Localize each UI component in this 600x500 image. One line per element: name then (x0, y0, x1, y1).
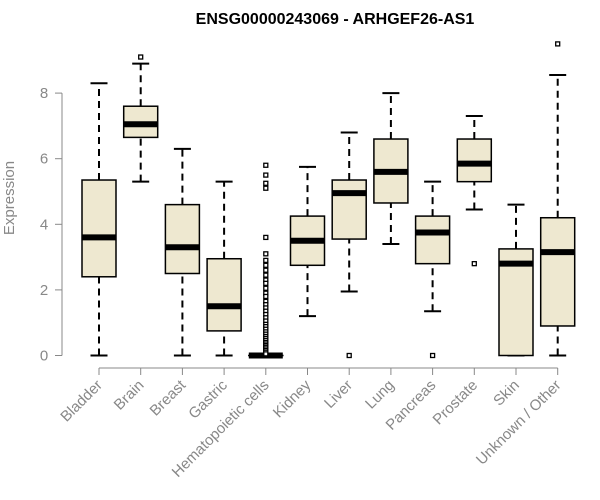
iqr-box (164, 203, 201, 275)
y-tick-label: 2 (40, 282, 48, 299)
iqr-box (498, 248, 534, 357)
outlier-point (263, 293, 269, 300)
outlier-point (263, 351, 269, 357)
x-tick-label: Kidney (270, 376, 315, 421)
iqr-box (81, 179, 117, 278)
outlier-point (263, 162, 269, 168)
outlier-point (555, 41, 561, 47)
y-tick-label: 0 (40, 348, 48, 365)
outlier-point (263, 172, 269, 178)
iqr-box (331, 179, 367, 240)
y-tick-label: 6 (40, 151, 48, 168)
x-tick-label: Prostate (430, 377, 482, 429)
x-tick-label: Brain (111, 377, 148, 414)
y-axis-label: Expression (1, 161, 18, 235)
outlier-point (263, 280, 269, 286)
outlier-point (138, 54, 144, 60)
outlier-point (263, 180, 269, 186)
x-tick-label: Lung (362, 377, 398, 413)
outlier-point (263, 267, 269, 273)
outlier-point (471, 261, 477, 267)
iqr-box (206, 257, 242, 332)
outlier-point (263, 262, 269, 268)
outlier-point (263, 285, 269, 291)
iqr-box (414, 215, 451, 265)
outlier-point (263, 251, 269, 257)
outlier-point (263, 185, 269, 191)
outlier-point (263, 272, 269, 278)
iqr-box (539, 216, 576, 327)
outlier-point (263, 234, 269, 241)
outlier-point (346, 352, 352, 359)
outlier-point (263, 257, 269, 264)
y-tick-label: 8 (40, 85, 48, 102)
chart-title: ENSG00000243069 - ARHGEF26-AS1 (196, 11, 475, 28)
x-tick-label: Breast (147, 376, 190, 419)
x-tick-label: Bladder (57, 377, 106, 426)
x-tick-label: Liver (321, 377, 356, 412)
y-tick-label: 4 (40, 216, 48, 233)
iqr-box (456, 138, 493, 183)
outlier-point (429, 352, 436, 359)
x-tick-label: Skin (490, 377, 523, 410)
